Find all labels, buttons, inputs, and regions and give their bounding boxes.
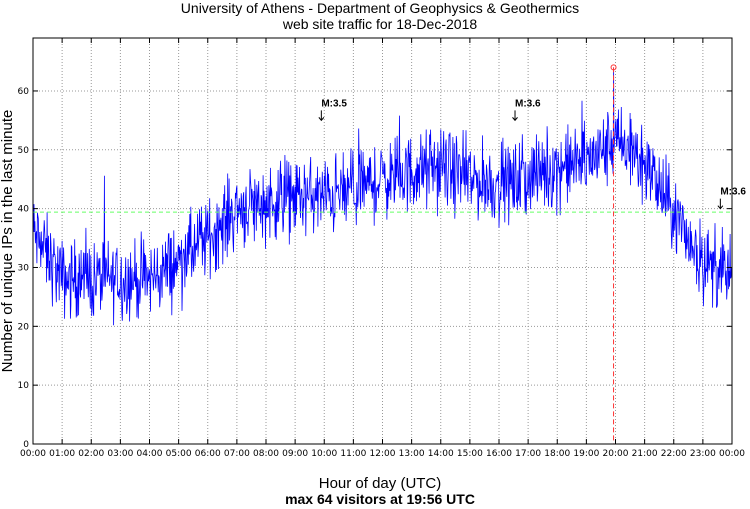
x-axis-label: Hour of day (UTC)	[319, 475, 442, 492]
x-tick-label: 00:00	[719, 449, 745, 459]
annotation-arrowhead	[318, 117, 325, 122]
earthquake-annotation: M:3.5	[321, 98, 347, 109]
x-tick-label: 19:00	[573, 449, 599, 459]
x-tick-label: 10:00	[311, 449, 337, 459]
x-tick-label: 06:00	[195, 449, 221, 459]
x-tick-label: 17:00	[515, 449, 541, 459]
x-tick-label: 15:00	[457, 449, 483, 459]
grid	[33, 38, 732, 444]
annotation-arrowhead	[717, 205, 724, 210]
earthquake-annotation: M:3.6	[515, 98, 541, 109]
y-axis-label: Number of unique IPs in the last minute	[0, 110, 16, 373]
chart-subtitle: web site traffic for 18-Dec-2018	[282, 16, 477, 32]
y-tick-label: 30	[18, 263, 30, 273]
x-tick-label: 23:00	[690, 449, 716, 459]
x-tick-label: 09:00	[282, 449, 308, 459]
x-tick-label: 11:00	[340, 449, 366, 459]
max-visitors-footer: max 64 visitors at 19:56 UTC	[285, 491, 475, 507]
x-tick-label: 20:00	[603, 449, 629, 459]
x-tick-label: 02:00	[78, 449, 104, 459]
traffic-line	[32, 67, 732, 326]
x-tick-label: 14:00	[428, 449, 454, 459]
annotation-arrowhead	[512, 117, 518, 122]
x-tick-label: 12:00	[370, 449, 396, 459]
x-tick-label: 22:00	[661, 449, 687, 459]
x-tick-label: 05:00	[166, 449, 192, 459]
y-tick-label: 40	[18, 205, 30, 215]
x-tick-label: 07:00	[224, 449, 250, 459]
x-tick-label: 21:00	[632, 449, 658, 459]
x-tick-label: 18:00	[544, 449, 570, 459]
earthquake-annotation: M:3.6	[720, 187, 746, 198]
x-tick-label: 08:00	[253, 449, 279, 459]
x-tick-label: 16:00	[486, 449, 512, 459]
y-tick-label: 10	[18, 381, 30, 391]
y-tick-label: 50	[18, 146, 30, 156]
x-tick-label: 03:00	[107, 449, 133, 459]
y-tick-label: 20	[18, 322, 30, 332]
max-marker-point	[610, 64, 617, 71]
x-tick-label: 04:00	[137, 449, 163, 459]
axis-ticks: 00:00 01:00 02:00 03:00 04:00 05:00 06:00 07:00…	[18, 38, 745, 459]
x-tick-label: 13:00	[399, 449, 425, 459]
y-tick-label: 0	[23, 440, 29, 450]
x-tick-label: 00:00	[20, 449, 46, 459]
plot-area: M:3.5 M:3.6 M:3.6	[32, 64, 746, 444]
y-tick-label: 60	[18, 87, 30, 97]
chart-title: University of Athens - Department of Geo…	[181, 0, 579, 16]
x-tick-label: 01:00	[49, 449, 75, 459]
